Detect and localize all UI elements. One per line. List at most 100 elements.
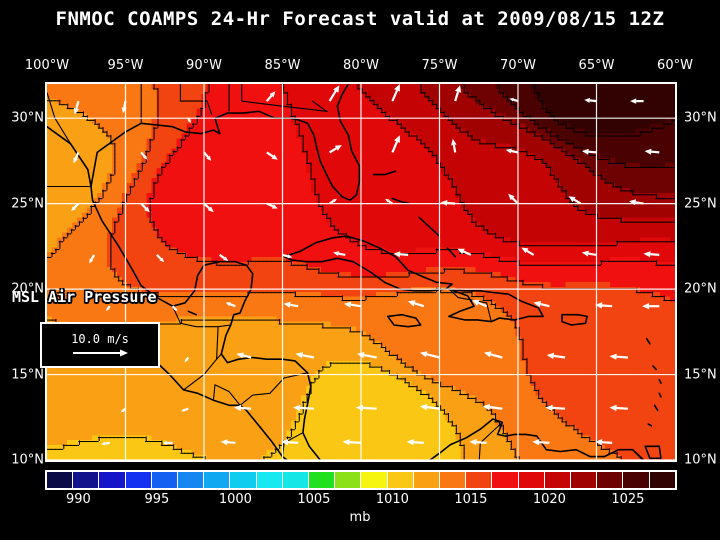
wind-arrow <box>483 351 503 359</box>
wind-arrow <box>391 84 400 102</box>
wind-arrow <box>642 303 660 310</box>
lon-tick-label: 75°W <box>421 58 458 73</box>
wind-arrow <box>581 250 597 257</box>
colorbar-swatch <box>151 472 179 488</box>
lat-tick-label-left: 15°N <box>11 367 44 383</box>
colorbar-tick-label: 990 <box>65 492 91 507</box>
wind-arrow <box>609 353 628 360</box>
lon-tick-label: 70°W <box>500 58 536 73</box>
colorbar-swatch <box>47 472 74 488</box>
colorbar-swatch <box>256 472 283 488</box>
pressure-contours <box>47 84 675 460</box>
colorbar-tick-label: 1010 <box>375 492 409 507</box>
wind-arrow <box>282 253 293 259</box>
wind-arrow <box>187 117 191 124</box>
colorbar-swatch <box>230 472 257 488</box>
wind-arrow <box>595 439 613 446</box>
wind-arrow <box>440 200 456 206</box>
wind-arrow <box>521 247 535 256</box>
wind-arrow <box>101 441 110 446</box>
wind-arrow <box>71 202 80 211</box>
colorbar-swatch <box>125 472 152 488</box>
wind-arrow <box>643 251 660 258</box>
colorbar <box>45 470 677 490</box>
lat-tick-label-left: 25°N <box>11 196 44 212</box>
wind-arrow <box>457 248 472 256</box>
wind-arrow <box>219 254 229 261</box>
field-label: MSL Air Pressure <box>12 288 157 306</box>
colorbar-swatch <box>178 472 205 488</box>
wind-arrow <box>265 91 276 102</box>
lon-tick-label: 65°W <box>578 58 615 73</box>
wind-arrow <box>162 440 173 445</box>
wind-scale-key: 10.0 m/s <box>40 322 160 368</box>
lat-tick-label-right: 10°N <box>684 452 717 468</box>
wind-arrow <box>630 98 644 104</box>
colorbar-swatch <box>649 472 675 488</box>
wind-arrow <box>342 439 362 446</box>
wind-arrow <box>355 404 377 412</box>
wind-arrow <box>454 85 462 102</box>
wind-arrow <box>546 352 566 360</box>
lon-tick-label: 85°W <box>264 58 301 73</box>
wind-arrow <box>283 301 299 308</box>
wind-arrow <box>406 439 424 446</box>
lat-tick-label-right: 15°N <box>684 367 717 383</box>
colorbar-swatch <box>73 472 100 488</box>
lat-tick-label-left: 10°N <box>11 452 44 468</box>
wind-arrow <box>281 439 299 446</box>
wind-arrow <box>328 85 340 102</box>
wind-arrow <box>156 254 165 263</box>
wind-arrow <box>120 407 127 413</box>
wind-arrow <box>451 138 457 153</box>
lat-tick-label-left: 20°N <box>11 281 44 297</box>
map-plot-area <box>45 82 677 462</box>
colorbar-swatch <box>309 472 336 488</box>
wind-arrow <box>333 251 346 256</box>
wind-arrow <box>357 352 377 359</box>
wind-arrow <box>140 202 150 213</box>
wind-arrow <box>293 404 314 412</box>
colorbar-swatch <box>518 472 545 488</box>
wind-arrow <box>266 151 278 160</box>
colorbar-swatch <box>544 472 572 488</box>
wind-arrow <box>106 305 111 312</box>
lon-tick-label: 100°W <box>24 58 70 73</box>
wind-arrow <box>140 151 148 160</box>
colorbar-swatch <box>99 472 126 488</box>
wind-arrow <box>471 299 488 308</box>
lon-tick-label: 80°W <box>343 58 379 73</box>
wind-arrow <box>419 404 440 411</box>
colorbar-swatch <box>282 472 310 488</box>
lat-tick-label-left: 30°N <box>11 110 44 126</box>
wind-arrow <box>266 202 278 209</box>
wind-arrow <box>385 198 394 205</box>
colorbar-swatch <box>204 472 231 488</box>
colorbar-swatch <box>413 472 441 488</box>
wind-arrow <box>203 202 214 213</box>
colorbar-tick-label: 1000 <box>218 492 252 507</box>
wind-arrow <box>203 151 212 161</box>
wind-arrow <box>393 251 409 258</box>
colorbar-tick-label: 995 <box>144 492 170 507</box>
wind-arrow <box>236 352 252 359</box>
wind-arrow <box>225 302 236 308</box>
wind-arrow <box>295 352 315 359</box>
colorbar-tick-label: 1025 <box>611 492 645 507</box>
wind-arrow <box>545 404 566 412</box>
colorbar-swatch <box>361 472 388 488</box>
wind-arrow <box>469 439 487 446</box>
colorbar-tick-label: 1015 <box>454 492 488 507</box>
lat-tick-label-right: 25°N <box>684 196 717 212</box>
wind-arrow <box>181 407 189 412</box>
colorbar-swatch <box>571 472 598 488</box>
wind-arrow <box>73 100 80 115</box>
lat-tick-label-right: 20°N <box>684 281 717 297</box>
colorbar-swatch <box>466 472 493 488</box>
colorbar-swatch <box>387 472 414 488</box>
colorbar-swatch <box>335 472 362 488</box>
wind-arrow <box>220 439 236 446</box>
wind-arrow <box>419 351 440 359</box>
colorbar-tick-label: 1020 <box>532 492 566 507</box>
